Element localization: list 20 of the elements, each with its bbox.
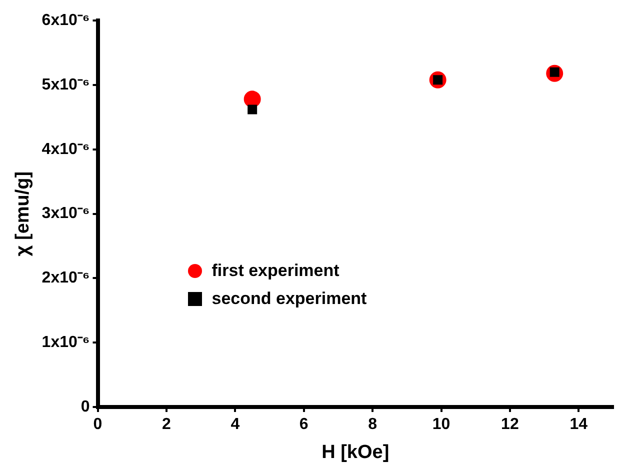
x-tick-label: 6 — [299, 416, 308, 434]
point — [248, 104, 258, 114]
y-tick-label: 0 — [80, 398, 90, 416]
y-tick-label: 5x10⁻⁶ — [42, 76, 90, 94]
y-tick-label: 6x10⁻⁶ — [42, 12, 90, 30]
y-tick-label: 2x10⁻⁶ — [42, 270, 90, 287]
x-axis-title: H [kOe] — [322, 442, 390, 463]
y-tick-label: 3x10⁻⁶ — [42, 205, 90, 222]
y-axis-title: χ [emu/g] — [12, 171, 34, 256]
x-tick-label: 2 — [162, 416, 172, 434]
x-tick-label: 14 — [570, 416, 588, 434]
legend-label: second experiment — [212, 289, 367, 309]
y-tick-label: 1x10⁻⁶ — [42, 334, 90, 352]
x-tick-label: 0 — [93, 416, 102, 434]
y-tick-label: 4x10⁻⁶ — [42, 140, 90, 158]
x-tick-label: 12 — [501, 416, 519, 434]
x-tick-label: 10 — [432, 416, 450, 434]
x-tick-label: 4 — [230, 416, 240, 434]
legend-label: first experiment — [212, 261, 340, 281]
x-tick-label: 8 — [368, 416, 378, 434]
